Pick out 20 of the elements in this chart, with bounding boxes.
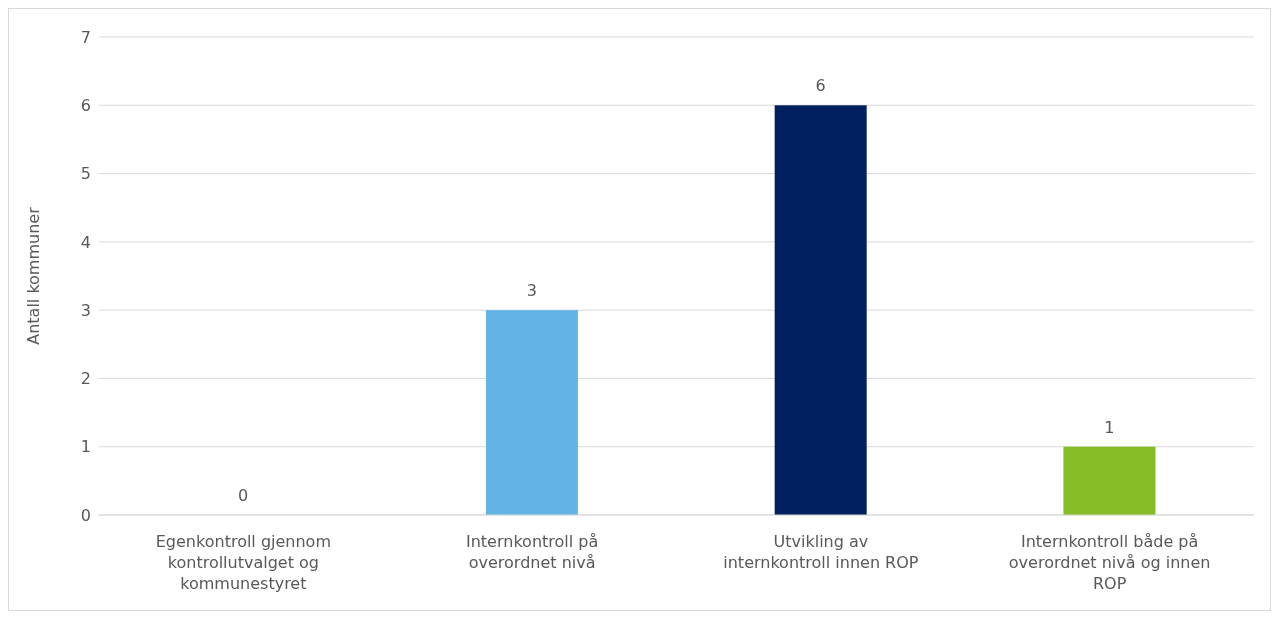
y-axis-title: Antall kommuner — [23, 206, 43, 345]
y-tick-label: 4 — [80, 232, 91, 252]
x-tick-label: Utvikling av internkontroll innen ROP — [723, 532, 919, 572]
y-tick-label: 7 — [80, 27, 91, 47]
data-label: 1 — [1104, 417, 1115, 437]
y-tick-label: 3 — [80, 300, 91, 320]
bar — [485, 310, 578, 515]
bar — [774, 105, 867, 515]
data-label: 6 — [815, 76, 826, 96]
y-tick-label: 1 — [80, 437, 91, 457]
y-tick-label: 5 — [80, 164, 91, 184]
bar — [1063, 446, 1156, 515]
x-tick-label: Egenkontroll gjennom kontrollutvalget og kommunestyret — [155, 532, 331, 593]
data-label: 3 — [526, 281, 538, 301]
x-tick-label: Internkontroll både på overordnet nivå og innen ROP — [1008, 532, 1211, 593]
y-tick-label: 0 — [80, 505, 91, 525]
y-tick-label: 6 — [80, 95, 91, 115]
y-tick-label: 2 — [80, 369, 91, 389]
x-tick-label: Internkontroll på overordnet nivå — [465, 532, 599, 572]
data-label: 0 — [238, 486, 249, 505]
